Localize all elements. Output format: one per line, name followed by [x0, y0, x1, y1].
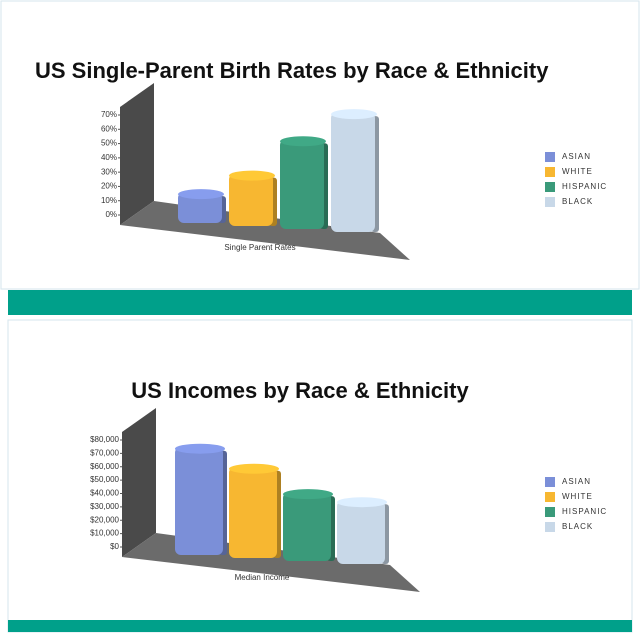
y-tick-label: $30,000 — [90, 502, 119, 511]
legend-label: WHITE — [562, 167, 593, 176]
legend-swatch — [545, 507, 555, 517]
bar — [283, 492, 331, 561]
y-tick-label: 70% — [101, 110, 117, 119]
chart-title: US Incomes by Race & Ethnicity — [131, 378, 469, 403]
y-tick-label: 60% — [101, 124, 117, 133]
bar — [280, 139, 324, 229]
y-tick-label: $40,000 — [90, 489, 119, 498]
bar — [337, 500, 385, 564]
y-tick-label: $80,000 — [90, 435, 119, 444]
legend-swatch — [545, 477, 555, 487]
bar-top — [331, 109, 377, 120]
back-wall — [122, 408, 156, 557]
legend-label: HISPANIC — [562, 507, 607, 516]
legend-label: ASIAN — [562, 152, 591, 161]
legend-label: BLACK — [562, 522, 593, 531]
bar — [229, 173, 273, 226]
legend-swatch — [545, 182, 555, 192]
y-tick-label: 20% — [101, 182, 117, 191]
y-tick-label: $20,000 — [90, 515, 119, 524]
legend-label: WHITE — [562, 492, 593, 501]
x-tick-label: Median Income — [235, 573, 290, 582]
bar-top — [229, 170, 275, 181]
band — [8, 620, 632, 632]
y-tick-label: 40% — [101, 153, 117, 162]
y-tick-label: $0 — [110, 542, 119, 551]
bar-top — [178, 189, 224, 200]
y-tick-label: 10% — [101, 196, 117, 205]
y-tick-label: 0% — [105, 210, 117, 219]
legend-label: ASIAN — [562, 477, 591, 486]
x-tick-label: Single Parent Rates — [224, 243, 295, 252]
y-tick-label: $50,000 — [90, 475, 119, 484]
legend-swatch — [545, 492, 555, 502]
bar-top — [283, 489, 333, 500]
bar — [178, 192, 222, 223]
legend-label: HISPANIC — [562, 182, 607, 191]
bar — [175, 446, 223, 555]
bar-top — [229, 463, 279, 474]
bar — [331, 112, 375, 232]
y-tick-label: 50% — [101, 139, 117, 148]
legend-swatch — [545, 522, 555, 532]
y-tick-label: $60,000 — [90, 462, 119, 471]
legend-swatch — [545, 152, 555, 162]
bar-top — [175, 443, 225, 454]
back-wall — [120, 83, 154, 225]
y-tick-label: $10,000 — [90, 529, 119, 538]
legend-swatch — [545, 167, 555, 177]
bar-top — [280, 136, 326, 147]
chart-title: US Single-Parent Birth Rates by Race & E… — [35, 58, 549, 83]
y-tick-label: 30% — [101, 167, 117, 176]
y-tick-label: $70,000 — [90, 448, 119, 457]
band — [8, 290, 632, 315]
legend-swatch — [545, 197, 555, 207]
bar — [229, 466, 277, 558]
legend-label: BLACK — [562, 197, 593, 206]
bar-top — [337, 497, 387, 508]
